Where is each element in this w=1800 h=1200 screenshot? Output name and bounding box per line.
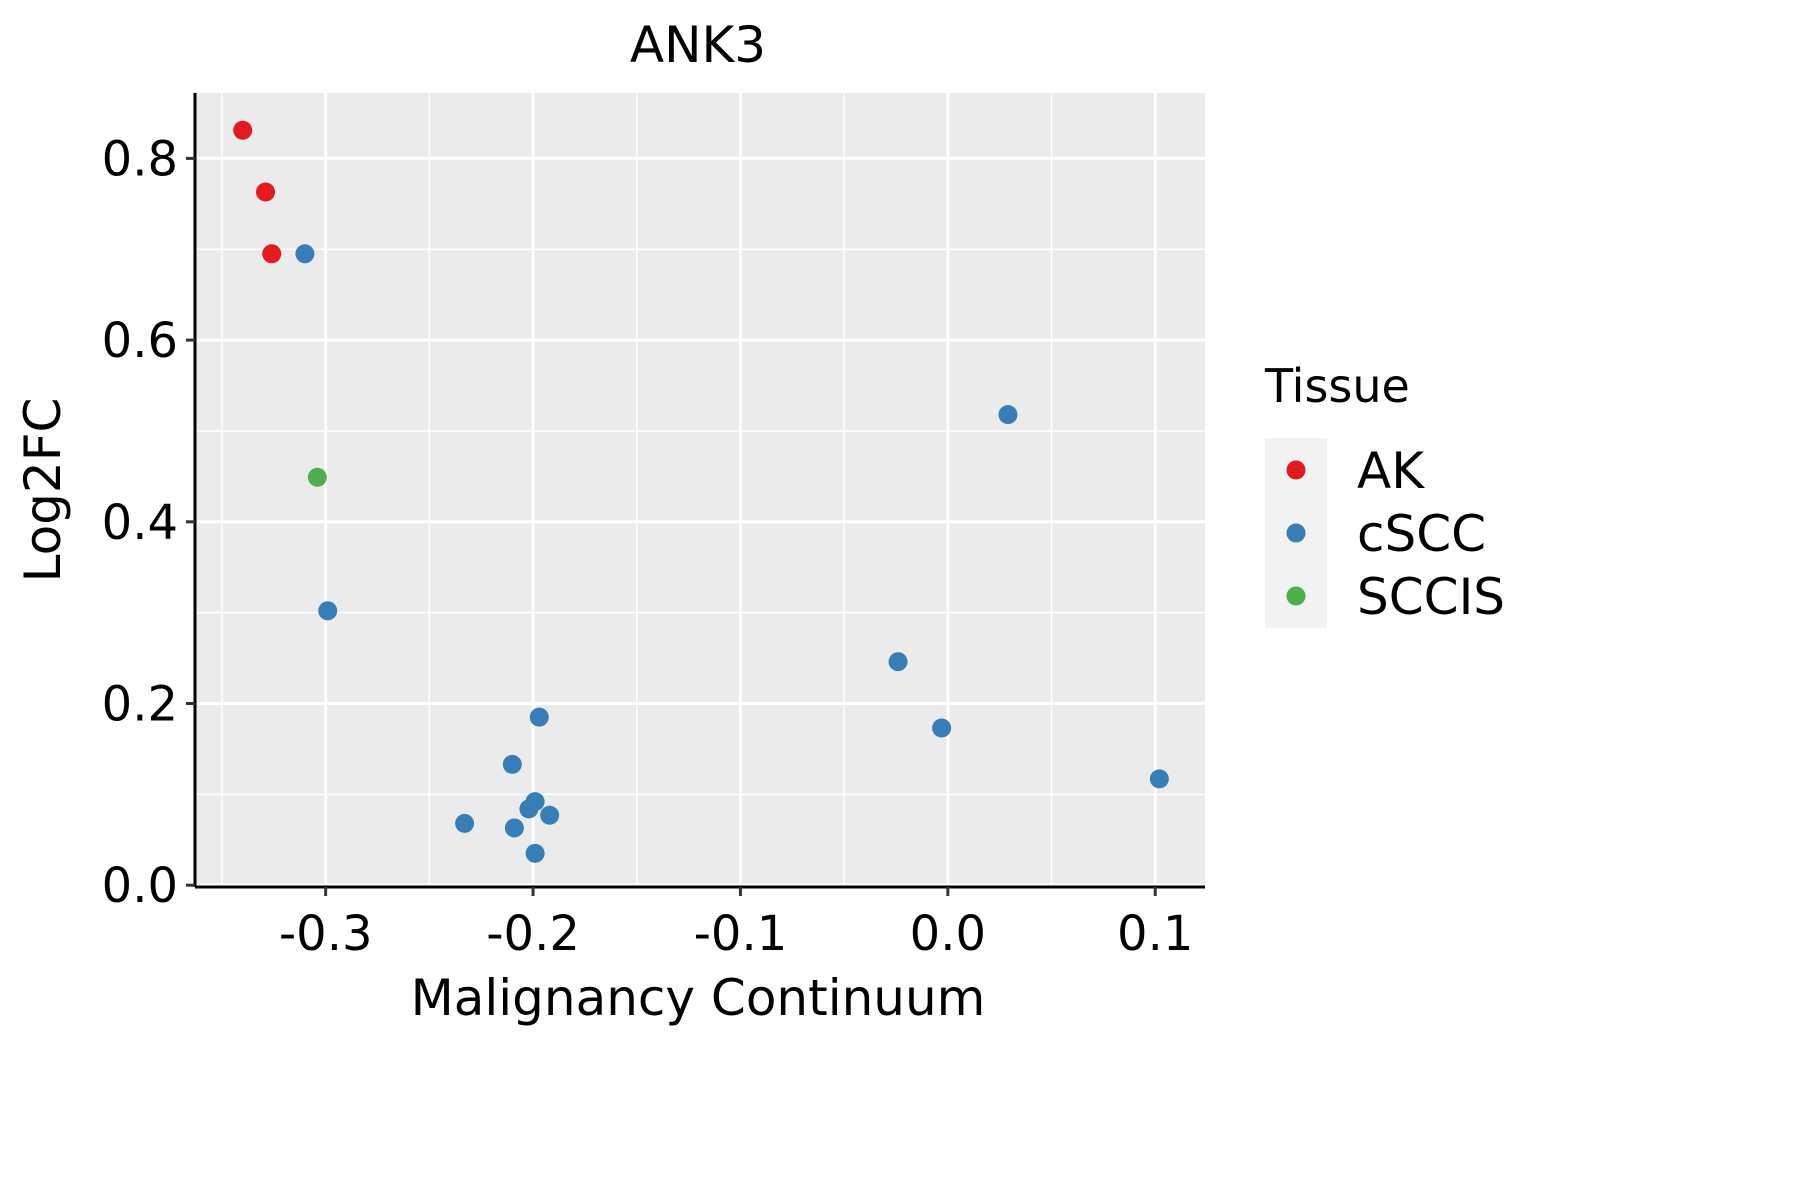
y-tick-label: 0.6 bbox=[102, 313, 178, 369]
legend-marker-sccis bbox=[1286, 586, 1306, 606]
data-point-cscc bbox=[504, 818, 524, 838]
chart-title: ANK3 bbox=[630, 16, 766, 74]
y-tick-label: 0.0 bbox=[102, 858, 178, 914]
y-axis-label: Log2FC bbox=[14, 398, 72, 583]
data-point-ak bbox=[233, 120, 253, 140]
data-point-cscc bbox=[318, 601, 338, 621]
data-point-cscc bbox=[932, 718, 952, 738]
data-point-ak bbox=[256, 182, 276, 202]
data-point-cscc bbox=[888, 652, 908, 672]
data-point-cscc bbox=[998, 405, 1018, 425]
legend-label-cscc: cSCC bbox=[1357, 505, 1486, 563]
legend-marker-cscc bbox=[1286, 523, 1306, 543]
legend-label-sccis: SCCIS bbox=[1357, 568, 1505, 626]
data-point-cscc bbox=[519, 799, 539, 819]
y-tick-label: 0.2 bbox=[102, 676, 178, 732]
x-tick-label: 0.0 bbox=[910, 906, 986, 962]
x-tick-label: -0.3 bbox=[279, 906, 373, 962]
data-point-cscc bbox=[455, 813, 475, 833]
x-tick-label: -0.1 bbox=[694, 906, 788, 962]
data-point-cscc bbox=[540, 805, 560, 825]
data-point-ak bbox=[262, 244, 282, 264]
y-tick-label: 0.8 bbox=[102, 131, 178, 187]
data-point-cscc bbox=[502, 754, 522, 774]
data-point-cscc bbox=[525, 843, 545, 863]
x-axis-label: Malignancy Continuum bbox=[411, 969, 986, 1027]
data-point-cscc bbox=[529, 707, 549, 727]
data-point-cscc bbox=[295, 244, 315, 264]
x-tick-label: 0.1 bbox=[1117, 906, 1193, 962]
y-tick-label: 0.4 bbox=[102, 495, 178, 551]
legend-title: Tissue bbox=[1264, 359, 1410, 413]
legend-marker-ak bbox=[1286, 460, 1306, 480]
data-point-cscc bbox=[1149, 769, 1169, 789]
scatter-chart: ANK3 -0.3 -0.2 -0.1 0.0 0.1 0.0 0.2 0.4 0.6 0.8 M… bbox=[14, 16, 1505, 1027]
legend-label-ak: AK bbox=[1357, 442, 1425, 500]
x-tick-label: -0.2 bbox=[486, 906, 580, 962]
data-point-sccis bbox=[307, 467, 327, 487]
plot-panel bbox=[195, 93, 1205, 887]
